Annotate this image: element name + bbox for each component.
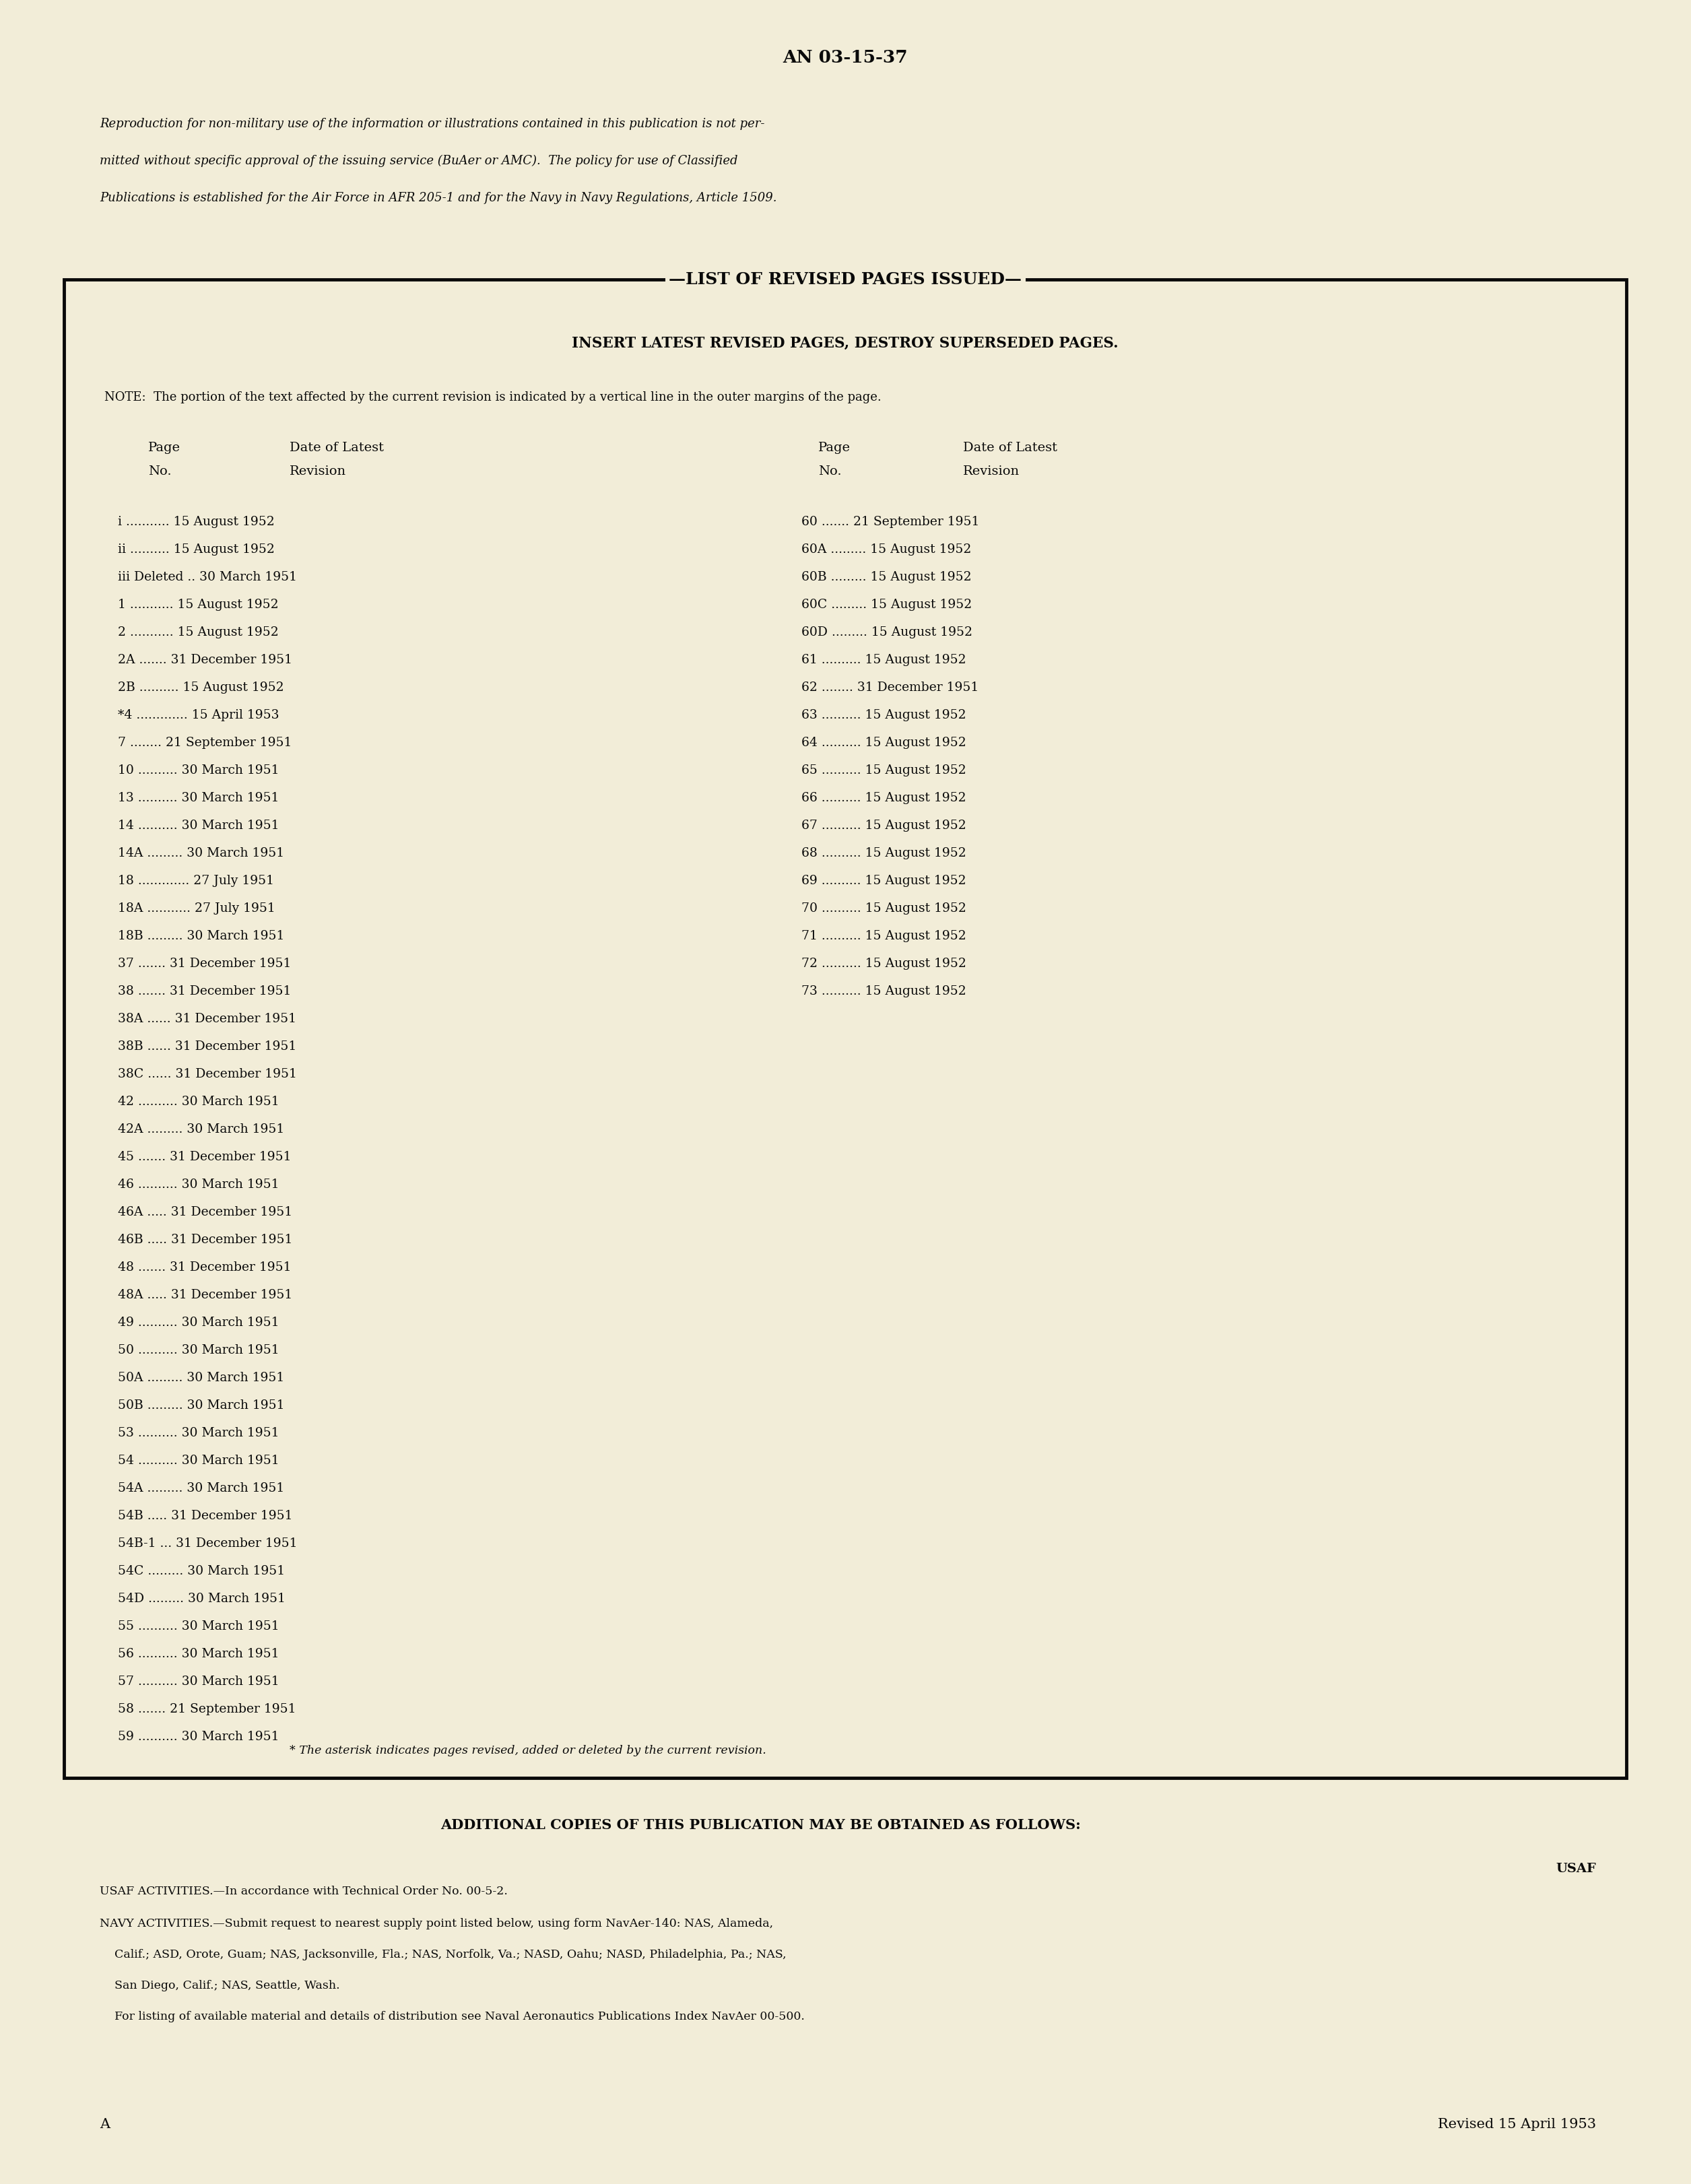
Text: 57 .......... 30 March 1951: 57 .......... 30 March 1951 (118, 1675, 279, 1688)
Text: 18 ............. 27 July 1951: 18 ............. 27 July 1951 (118, 876, 274, 887)
Text: 1 ........... 15 August 1952: 1 ........... 15 August 1952 (118, 598, 279, 612)
Text: 38 ....... 31 December 1951: 38 ....... 31 December 1951 (118, 985, 291, 998)
Text: 2 ........... 15 August 1952: 2 ........... 15 August 1952 (118, 627, 279, 638)
Text: 46A ..... 31 December 1951: 46A ..... 31 December 1951 (118, 1206, 293, 1219)
Text: NOTE:  The portion of the text affected by the current revision is indicated by : NOTE: The portion of the text affected b… (105, 391, 881, 404)
Text: 58 ....... 21 September 1951: 58 ....... 21 September 1951 (118, 1704, 296, 1714)
Text: Reproduction for non-military use of the information or illustrations contained : Reproduction for non-military use of the… (100, 118, 764, 131)
Text: A: A (100, 2118, 110, 2132)
Text: 60D ......... 15 August 1952: 60D ......... 15 August 1952 (802, 627, 972, 638)
Text: INSERT LATEST REVISED PAGES, DESTROY SUPERSEDED PAGES.: INSERT LATEST REVISED PAGES, DESTROY SUP… (572, 336, 1118, 352)
Text: 38B ...... 31 December 1951: 38B ...... 31 December 1951 (118, 1040, 296, 1053)
Text: 73 .......... 15 August 1952: 73 .......... 15 August 1952 (802, 985, 966, 998)
Text: ADDITIONAL COPIES OF THIS PUBLICATION MAY BE OBTAINED AS FOLLOWS:: ADDITIONAL COPIES OF THIS PUBLICATION MA… (441, 1819, 1081, 1832)
Text: 13 .......... 30 March 1951: 13 .......... 30 March 1951 (118, 793, 279, 804)
Text: 54D ......... 30 March 1951: 54D ......... 30 March 1951 (118, 1592, 286, 1605)
Text: 42 .......... 30 March 1951: 42 .......... 30 March 1951 (118, 1096, 279, 1107)
Text: 70 .......... 15 August 1952: 70 .......... 15 August 1952 (802, 902, 966, 915)
Text: NAVY ACTIVITIES.—Submit request to nearest supply point listed below, using form: NAVY ACTIVITIES.—Submit request to neare… (100, 1918, 773, 1928)
Text: 49 .......... 30 March 1951: 49 .......... 30 March 1951 (118, 1317, 279, 1328)
Text: Calif.; ASD, Orote, Guam; NAS, Jacksonville, Fla.; NAS, Norfolk, Va.; NASD, Oahu: Calif.; ASD, Orote, Guam; NAS, Jacksonvi… (100, 1948, 786, 1961)
Text: AN 03-15-37: AN 03-15-37 (783, 48, 908, 66)
Text: Revision: Revision (289, 465, 347, 478)
Text: 38A ...... 31 December 1951: 38A ...... 31 December 1951 (118, 1013, 296, 1024)
Text: 50B ......... 30 March 1951: 50B ......... 30 March 1951 (118, 1400, 284, 1411)
Text: 61 .......... 15 August 1952: 61 .......... 15 August 1952 (802, 653, 966, 666)
Text: 10 .......... 30 March 1951: 10 .......... 30 March 1951 (118, 764, 279, 778)
Text: mitted without specific approval of the issuing service (BuAer or AMC).  The pol: mitted without specific approval of the … (100, 155, 737, 168)
Text: USAF ACTIVITIES.—In accordance with Technical Order No. 00-5-2.: USAF ACTIVITIES.—In accordance with Tech… (100, 1885, 507, 1898)
Text: 2B .......... 15 August 1952: 2B .......... 15 August 1952 (118, 681, 284, 695)
Text: 42A ......... 30 March 1951: 42A ......... 30 March 1951 (118, 1123, 284, 1136)
Text: 60B ......... 15 August 1952: 60B ......... 15 August 1952 (802, 570, 972, 583)
Text: 54B ..... 31 December 1951: 54B ..... 31 December 1951 (118, 1509, 293, 1522)
Text: Date of Latest: Date of Latest (962, 441, 1057, 454)
Text: 14 .......... 30 March 1951: 14 .......... 30 March 1951 (118, 819, 279, 832)
Text: 71 .......... 15 August 1952: 71 .......... 15 August 1952 (802, 930, 966, 941)
Text: No.: No. (818, 465, 842, 478)
Text: 54C ......... 30 March 1951: 54C ......... 30 March 1951 (118, 1566, 286, 1577)
Text: 60C ......... 15 August 1952: 60C ......... 15 August 1952 (802, 598, 972, 612)
Text: Publications is established for the Air Force in AFR 205-1 and for the Navy in N: Publications is established for the Air … (100, 192, 776, 203)
Text: 65 .......... 15 August 1952: 65 .......... 15 August 1952 (802, 764, 966, 778)
Text: i ........... 15 August 1952: i ........... 15 August 1952 (118, 515, 274, 529)
Bar (64, 280, 1627, 1778)
Text: 68 .......... 15 August 1952: 68 .......... 15 August 1952 (802, 847, 966, 858)
Text: 66 .......... 15 August 1952: 66 .......... 15 August 1952 (802, 793, 966, 804)
Text: 59 .......... 30 March 1951: 59 .......... 30 March 1951 (118, 1730, 279, 1743)
Text: 60 ....... 21 September 1951: 60 ....... 21 September 1951 (802, 515, 979, 529)
Text: 55 .......... 30 March 1951: 55 .......... 30 March 1951 (118, 1621, 279, 1631)
Text: 50A ......... 30 March 1951: 50A ......... 30 March 1951 (118, 1372, 284, 1385)
Text: No.: No. (149, 465, 171, 478)
Text: Revised 15 April 1953: Revised 15 April 1953 (1437, 2118, 1596, 2132)
Text: 54A ......... 30 March 1951: 54A ......... 30 March 1951 (118, 1483, 284, 1494)
Text: 48A ..... 31 December 1951: 48A ..... 31 December 1951 (118, 1289, 293, 1302)
Text: 63 .......... 15 August 1952: 63 .......... 15 August 1952 (802, 710, 966, 721)
Text: 14A ......... 30 March 1951: 14A ......... 30 March 1951 (118, 847, 284, 858)
Text: —LIST OF REVISED PAGES ISSUED—: —LIST OF REVISED PAGES ISSUED— (668, 271, 1021, 288)
Text: 72 .......... 15 August 1952: 72 .......... 15 August 1952 (802, 957, 966, 970)
Text: * The asterisk indicates pages revised, added or deleted by the current revision: * The asterisk indicates pages revised, … (289, 1745, 766, 1756)
Text: 62 ........ 31 December 1951: 62 ........ 31 December 1951 (802, 681, 979, 695)
Text: iii Deleted .. 30 March 1951: iii Deleted .. 30 March 1951 (118, 570, 298, 583)
Text: 45 ....... 31 December 1951: 45 ....... 31 December 1951 (118, 1151, 291, 1164)
Text: Page: Page (149, 441, 181, 454)
Text: 46B ..... 31 December 1951: 46B ..... 31 December 1951 (118, 1234, 293, 1245)
Text: 18A ........... 27 July 1951: 18A ........... 27 July 1951 (118, 902, 276, 915)
Text: 38C ...... 31 December 1951: 38C ...... 31 December 1951 (118, 1068, 298, 1081)
Text: 54B-1 ... 31 December 1951: 54B-1 ... 31 December 1951 (118, 1538, 298, 1551)
Text: 60A ......... 15 August 1952: 60A ......... 15 August 1952 (802, 544, 971, 555)
Text: 7 ........ 21 September 1951: 7 ........ 21 September 1951 (118, 736, 293, 749)
Text: 69 .......... 15 August 1952: 69 .......... 15 August 1952 (802, 876, 966, 887)
Text: 53 .......... 30 March 1951: 53 .......... 30 March 1951 (118, 1426, 279, 1439)
Text: ii .......... 15 August 1952: ii .......... 15 August 1952 (118, 544, 274, 555)
Text: 67 .......... 15 August 1952: 67 .......... 15 August 1952 (802, 819, 966, 832)
Text: For listing of available material and details of distribution see Naval Aeronaut: For listing of available material and de… (100, 2011, 805, 2022)
Text: Page: Page (818, 441, 851, 454)
Text: Revision: Revision (962, 465, 1020, 478)
Text: 54 .......... 30 March 1951: 54 .......... 30 March 1951 (118, 1455, 279, 1468)
Text: 46 .......... 30 March 1951: 46 .......... 30 March 1951 (118, 1179, 279, 1190)
Text: 18B ......... 30 March 1951: 18B ......... 30 March 1951 (118, 930, 284, 941)
Text: 2A ....... 31 December 1951: 2A ....... 31 December 1951 (118, 653, 293, 666)
Text: *4 ............. 15 April 1953: *4 ............. 15 April 1953 (118, 710, 279, 721)
Text: Date of Latest: Date of Latest (289, 441, 384, 454)
Text: 48 ....... 31 December 1951: 48 ....... 31 December 1951 (118, 1262, 291, 1273)
Text: 56 .......... 30 March 1951: 56 .......... 30 March 1951 (118, 1649, 279, 1660)
Text: USAF: USAF (1556, 1863, 1596, 1874)
Text: 37 ....... 31 December 1951: 37 ....... 31 December 1951 (118, 957, 291, 970)
Text: 50 .......... 30 March 1951: 50 .......... 30 March 1951 (118, 1343, 279, 1356)
Text: 64 .......... 15 August 1952: 64 .......... 15 August 1952 (802, 736, 966, 749)
Text: San Diego, Calif.; NAS, Seattle, Wash.: San Diego, Calif.; NAS, Seattle, Wash. (100, 1981, 340, 1992)
